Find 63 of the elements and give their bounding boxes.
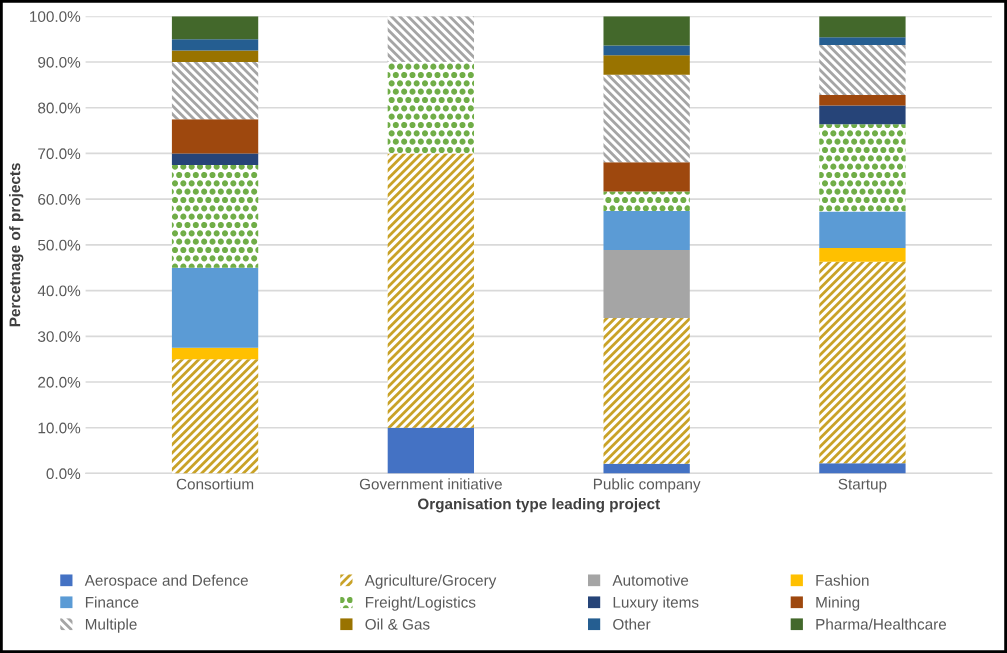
y-tick-label: 60.0% xyxy=(38,194,81,205)
legend-label: Luxury items xyxy=(613,596,699,611)
bar xyxy=(603,55,690,75)
bar xyxy=(603,16,690,46)
bar xyxy=(171,153,259,165)
bar xyxy=(171,359,259,474)
bar xyxy=(819,45,906,95)
y-tick-label: 10.0% xyxy=(38,422,81,434)
bar xyxy=(387,16,475,63)
y-tick-label: 20.0% xyxy=(38,376,81,388)
legend-label: Other xyxy=(613,618,651,630)
y-tick-label: 90.0% xyxy=(38,56,81,68)
bar xyxy=(171,347,259,360)
bar xyxy=(603,74,690,163)
x-tick-label: Startup xyxy=(838,478,887,493)
bar xyxy=(603,211,690,250)
bar xyxy=(387,153,475,428)
y-tick-label: 100.0% xyxy=(30,11,81,23)
legend-label: Freight/Logistics xyxy=(365,596,476,611)
bar xyxy=(171,267,259,348)
y-axis-title: Percetnage of projects xyxy=(9,163,24,327)
y-tick-label: 30.0% xyxy=(38,331,81,342)
y-tick-label: 80.0% xyxy=(38,102,81,114)
bar xyxy=(819,463,906,474)
bar xyxy=(819,211,906,249)
legend-label: Mining xyxy=(816,596,860,611)
bar xyxy=(819,124,906,212)
bar xyxy=(819,16,906,38)
x-axis-title: Organisation type leading project xyxy=(417,498,660,513)
bar xyxy=(603,249,690,319)
x-tick-label: Public company xyxy=(593,478,701,493)
legend-label: Multiple xyxy=(85,618,137,633)
bar xyxy=(387,427,475,474)
legend-label: Finance xyxy=(85,596,139,608)
legend-label: Agriculture/Grocery xyxy=(364,574,497,589)
x-tick-label: Consortium xyxy=(176,478,254,490)
legend-label: Pharma/Healthcare xyxy=(816,618,947,630)
bar xyxy=(603,191,690,212)
y-tick-label: 50.0% xyxy=(38,239,81,251)
y-tick-label: 0.0% xyxy=(46,468,81,480)
bar xyxy=(603,318,690,464)
y-tick-label: 70.0% xyxy=(38,148,81,160)
bar xyxy=(819,105,906,125)
bar xyxy=(819,94,906,106)
legend-label: Oil & Gas xyxy=(365,618,430,630)
legend-label: Aerospace and Defence xyxy=(84,574,248,589)
legend-label: Fashion xyxy=(816,574,869,586)
bar xyxy=(819,37,906,46)
bar xyxy=(603,45,690,56)
bar xyxy=(603,162,690,192)
legend-label: Automotive xyxy=(612,574,689,586)
bar xyxy=(819,248,906,262)
x-tick-label: Government initiative xyxy=(359,478,502,490)
bar xyxy=(171,50,259,63)
bar xyxy=(171,164,259,268)
bar xyxy=(387,62,475,154)
bar xyxy=(171,16,259,40)
bar xyxy=(819,261,906,464)
bar xyxy=(171,62,259,120)
y-tick-label: 40.0% xyxy=(37,285,81,297)
bar xyxy=(171,119,259,154)
bar xyxy=(603,463,690,474)
bar xyxy=(171,39,259,51)
